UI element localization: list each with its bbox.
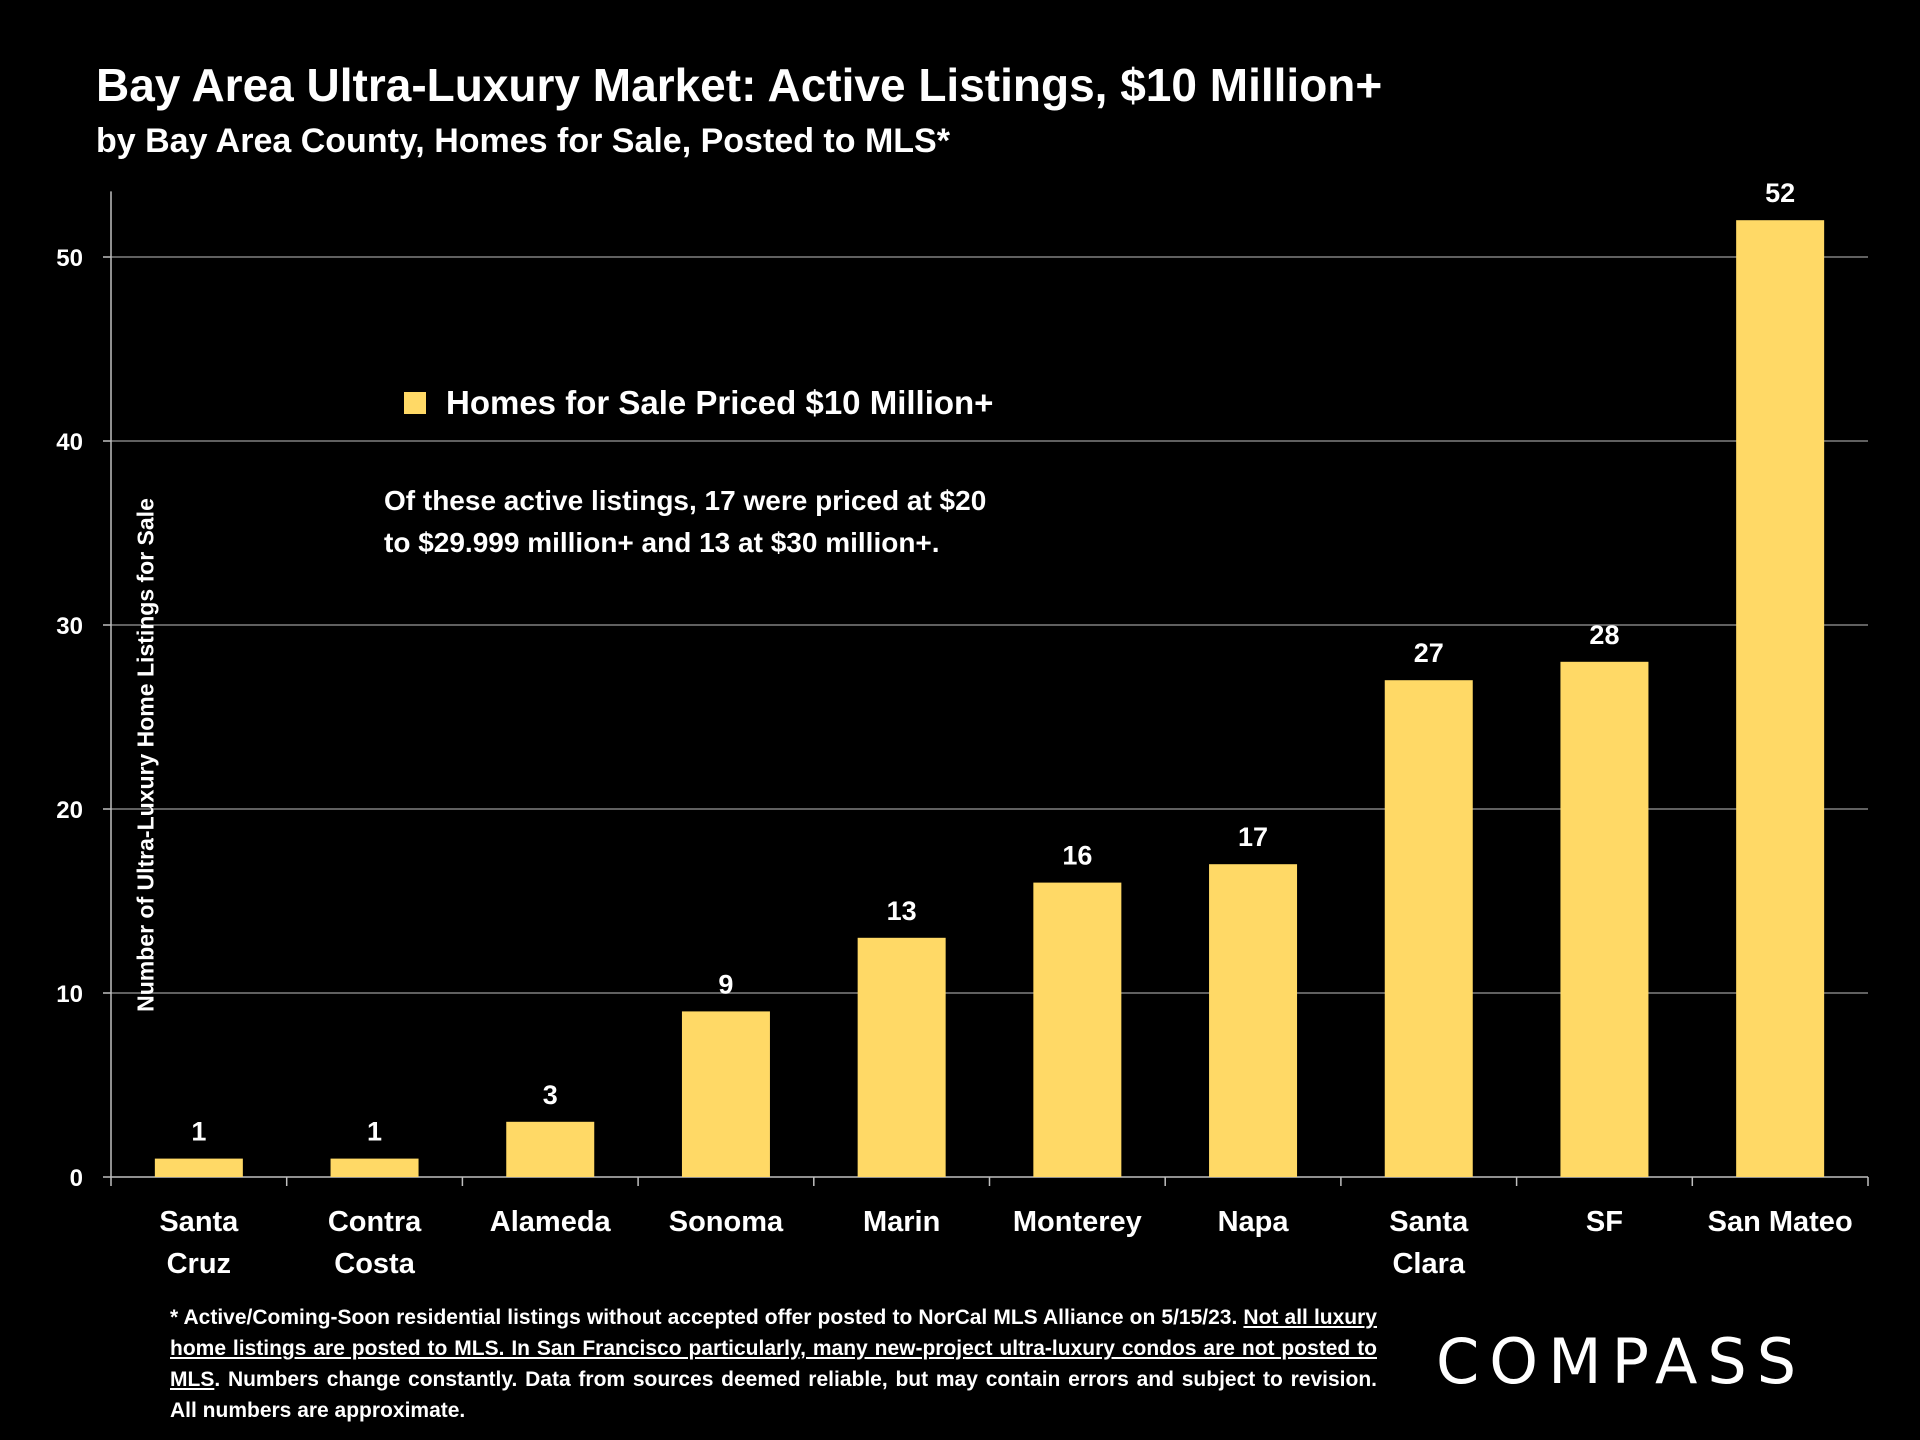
y-axis-label: Number of Ultra-Luxury Home Listings for… xyxy=(132,498,159,1012)
data-label-1: 1 xyxy=(367,1117,382,1147)
data-label-9: 52 xyxy=(1765,178,1795,208)
data-label-4: 13 xyxy=(887,896,917,926)
footnote-part-1: * Active/Coming-Soon residential listing… xyxy=(170,1306,1238,1329)
x-tick-label-8-0: SF xyxy=(1586,1206,1623,1238)
legend: Homes for Sale Priced $10 Million+ xyxy=(404,384,993,422)
data-label-3: 9 xyxy=(718,969,733,999)
annotation-line-2: to $29.999 million+ and 13 at $30 millio… xyxy=(384,527,940,558)
x-tick-label-2-0: Alameda xyxy=(490,1206,612,1238)
x-tick-label-6-0: Napa xyxy=(1218,1206,1290,1238)
annotation-line-1: Of these active listings, 17 were priced… xyxy=(384,485,987,516)
footnote-part-3: . Numbers change constantly. Data from s… xyxy=(170,1368,1377,1422)
bar-4 xyxy=(857,937,946,1177)
data-label-5: 16 xyxy=(1062,841,1092,871)
y-tick-label-20: 20 xyxy=(56,797,83,824)
y-tick-label-40: 40 xyxy=(56,429,83,456)
annotation: Of these active listings, 17 were priced… xyxy=(384,480,1084,564)
compass-logo: COMPASS xyxy=(1436,1325,1807,1398)
y-tick-label-0: 0 xyxy=(70,1165,83,1192)
x-tick-label-3-0: Sonoma xyxy=(669,1206,784,1238)
bar-7 xyxy=(1384,680,1473,1177)
x-tick-label-1-0: Contra xyxy=(328,1206,422,1238)
x-tick-label-5-0: Monterey xyxy=(1013,1206,1142,1238)
data-label-6: 17 xyxy=(1238,822,1268,852)
y-tick-label-30: 30 xyxy=(56,613,83,640)
x-tick-label-7-1: Clara xyxy=(1392,1248,1465,1280)
data-label-0: 1 xyxy=(191,1117,206,1147)
chart-title: Bay Area Ultra-Luxury Market: Active Lis… xyxy=(96,59,1383,111)
bar-1 xyxy=(330,1158,419,1177)
x-tick-label-7-0: Santa xyxy=(1389,1206,1469,1238)
footnote: * Active/Coming-Soon residential listing… xyxy=(170,1302,1377,1426)
x-tick-label-4-0: Marin xyxy=(863,1206,940,1238)
data-label-8: 28 xyxy=(1589,620,1619,650)
bar-6 xyxy=(1209,864,1298,1177)
chart-subtitle: by Bay Area County, Homes for Sale, Post… xyxy=(96,122,950,160)
data-label-7: 27 xyxy=(1414,638,1444,668)
footnote-underlined: Not all luxury home listings are posted … xyxy=(170,1306,1377,1391)
x-tick-label-9-0: San Mateo xyxy=(1708,1206,1853,1238)
x-tick-label-0-0: Santa xyxy=(159,1206,239,1238)
bar-9 xyxy=(1736,220,1825,1177)
legend-label: Homes for Sale Priced $10 Million+ xyxy=(446,384,994,421)
x-tick-label-1-1: Costa xyxy=(334,1248,415,1280)
bar-3 xyxy=(681,1011,770,1177)
y-tick-label-10: 10 xyxy=(56,981,83,1008)
data-label-2: 3 xyxy=(543,1080,558,1110)
legend-swatch xyxy=(404,392,426,414)
y-tick-label-50: 50 xyxy=(56,245,83,272)
bar-5 xyxy=(1033,882,1122,1177)
x-tick-label-0-1: Cruz xyxy=(167,1248,231,1280)
bar-2 xyxy=(506,1121,595,1177)
bar-8 xyxy=(1560,661,1649,1177)
bar-0 xyxy=(154,1158,243,1177)
